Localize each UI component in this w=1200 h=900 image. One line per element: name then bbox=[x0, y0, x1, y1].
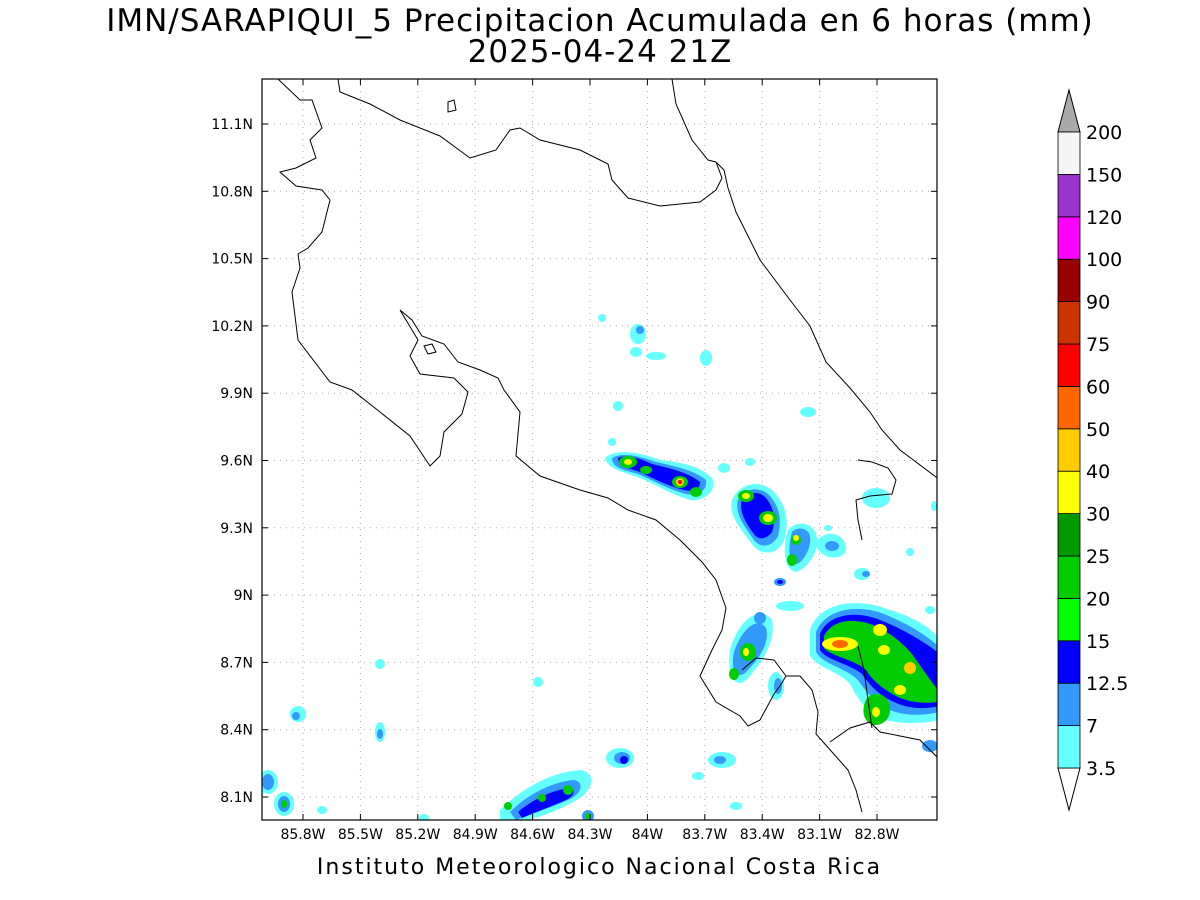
y-tick-label: 9.9N bbox=[220, 386, 253, 402]
colorbar-segment bbox=[1057, 343, 1081, 387]
colorbar-label: 200 bbox=[1086, 122, 1122, 144]
colorbar-segment bbox=[1057, 725, 1081, 769]
map-title: IMN/SARAPIQUI_5 Precipitacion Acumulada … bbox=[106, 3, 1094, 39]
x-tick-label: 83.4W bbox=[740, 827, 785, 843]
colorbar-label: 12.5 bbox=[1086, 673, 1128, 695]
colorbar-segment bbox=[1057, 258, 1081, 303]
x-tick-label: 83.7W bbox=[682, 827, 727, 843]
colorbar-label: 40 bbox=[1086, 461, 1110, 483]
colorbar-segment bbox=[1057, 216, 1081, 260]
y-tick-label: 10.2N bbox=[211, 319, 253, 335]
colorbar-label: 60 bbox=[1086, 376, 1110, 398]
longitude-axis: 85.8W 85.5W 85.2W 84.9W 84.6W 84.3W 84W 83.7W 83… bbox=[280, 79, 900, 843]
colorbar-segment bbox=[1057, 173, 1081, 218]
map-subtitle-date: 2025-04-24 21Z bbox=[467, 34, 733, 70]
y-tick-label: 9N bbox=[234, 588, 253, 604]
y-tick-label: 8.1N bbox=[220, 790, 253, 806]
x-tick-label: 84.9W bbox=[453, 827, 498, 843]
colorbar-label: 75 bbox=[1086, 334, 1110, 356]
colorbar-label: 3.5 bbox=[1086, 758, 1116, 780]
colorbar-label: 90 bbox=[1086, 292, 1110, 314]
precipitation-field bbox=[262, 314, 937, 820]
colorbar-segment bbox=[1057, 640, 1081, 684]
map-grid bbox=[262, 79, 937, 820]
x-tick-label: 84.6W bbox=[510, 827, 555, 843]
precip-cell bbox=[262, 314, 742, 820]
y-tick-label: 9.3N bbox=[220, 521, 253, 537]
x-tick-label: 83.1W bbox=[797, 827, 842, 843]
y-tick-label: 10.5N bbox=[211, 252, 253, 268]
colorbar-segment bbox=[1057, 682, 1081, 727]
colorbar-label: 15 bbox=[1086, 631, 1110, 653]
map-frame bbox=[261, 78, 938, 821]
colorbar-label: 20 bbox=[1086, 588, 1110, 610]
y-tick-label: 10.8N bbox=[211, 184, 253, 200]
y-tick-label: 11.1N bbox=[211, 117, 253, 133]
latitude-axis: 11.1N 10.8N 10.5N 10.2N 9.9N 9.6N 9.3N 9N 8.7N 8.… bbox=[211, 117, 937, 806]
colorbar-under-triangle bbox=[1057, 767, 1081, 812]
x-tick-label: 85.2W bbox=[395, 827, 440, 843]
coastline bbox=[277, 79, 937, 813]
x-tick-label: 85.8W bbox=[280, 827, 325, 843]
precip-cell bbox=[774, 407, 937, 586]
colorbar-segment bbox=[1057, 428, 1081, 472]
colorbar-over-triangle bbox=[1057, 88, 1081, 133]
precip-cell bbox=[729, 612, 784, 700]
colorbar-segment bbox=[1057, 301, 1081, 345]
colorbar-legend: 3.5 7 12.5 15 20 25 30 40 50 60 75 90 100 120 150 200 bbox=[1057, 88, 1128, 812]
footer-credit: Instituto Meteorologico Nacional Costa R… bbox=[316, 855, 883, 880]
colorbar-segment bbox=[1057, 131, 1081, 175]
colorbar-label: 50 bbox=[1086, 419, 1110, 441]
x-tick-label: 84.3W bbox=[567, 827, 612, 843]
colorbar-segment bbox=[1057, 598, 1081, 642]
colorbar-label: 7 bbox=[1086, 716, 1098, 738]
colorbar-segment bbox=[1057, 470, 1081, 515]
colorbar-label: 25 bbox=[1086, 546, 1110, 568]
colorbar-label: 150 bbox=[1086, 164, 1122, 186]
colorbar-segment bbox=[1057, 555, 1081, 599]
y-tick-label: 9.6N bbox=[220, 454, 253, 470]
precip-cell bbox=[605, 438, 755, 501]
x-tick-label: 85.5W bbox=[338, 827, 383, 843]
colorbar-label: 100 bbox=[1086, 249, 1122, 271]
x-tick-label: 82.8W bbox=[854, 827, 899, 843]
x-tick-label: 84W bbox=[632, 827, 664, 843]
y-tick-label: 8.4N bbox=[220, 723, 253, 739]
colorbar-label: 30 bbox=[1086, 504, 1110, 526]
colorbar-label: 120 bbox=[1086, 207, 1122, 229]
colorbar-segment bbox=[1057, 513, 1081, 557]
colorbar-segment bbox=[1057, 385, 1081, 430]
precip-cell bbox=[731, 484, 787, 553]
precip-cell bbox=[776, 601, 937, 752]
y-tick-label: 8.7N bbox=[220, 655, 253, 671]
